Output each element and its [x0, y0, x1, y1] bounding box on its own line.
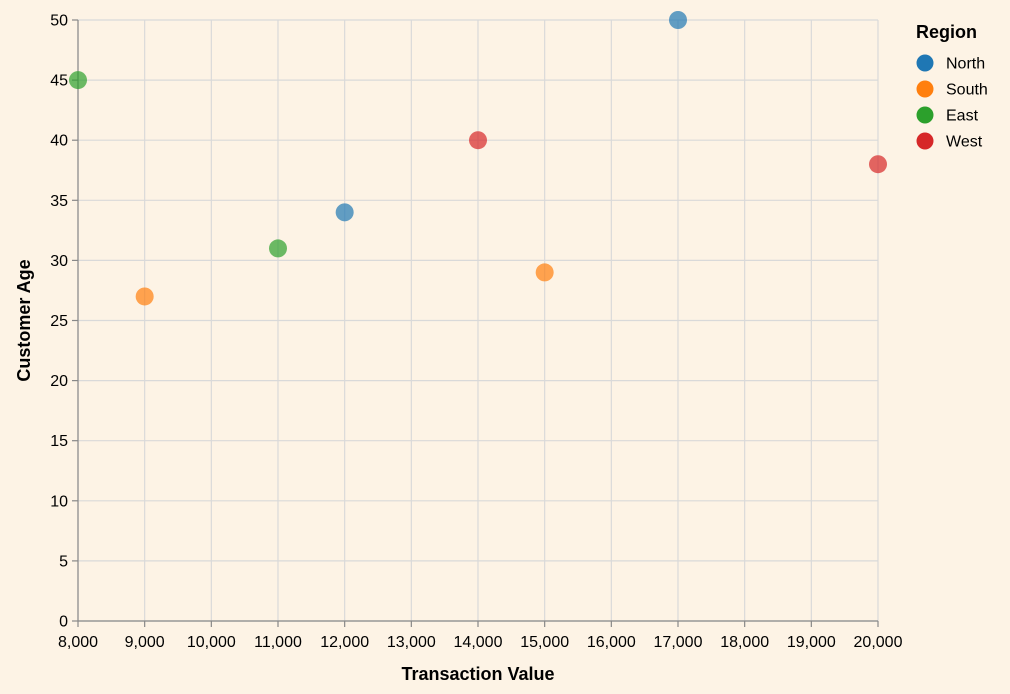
y-tick-label: 20 — [50, 373, 68, 390]
x-tick-label: 10,000 — [187, 634, 236, 651]
x-tick-label: 15,000 — [520, 634, 569, 651]
y-axis-title: Customer Age — [14, 259, 34, 381]
y-tick-label: 10 — [50, 493, 68, 510]
data-point-south — [135, 287, 154, 306]
data-point-east — [269, 239, 287, 258]
x-tick-label: 17,000 — [654, 634, 703, 651]
x-tick-label: 20,000 — [854, 634, 903, 651]
legend: Region North South East West — [916, 22, 988, 151]
x-tick-label: 11,000 — [254, 634, 302, 651]
data-point-north — [669, 11, 687, 29]
legend-label-north: North — [946, 56, 985, 73]
y-tick-label: 15 — [50, 433, 68, 450]
legend-swatch-south — [916, 80, 934, 98]
data-point-east — [69, 71, 87, 90]
y-tick-label: 50 — [50, 13, 68, 30]
data-point-west — [469, 131, 487, 150]
data-points — [69, 11, 887, 306]
y-tick-label: 35 — [50, 193, 68, 210]
x-tick-label: 14,000 — [454, 634, 503, 651]
x-tick-label: 19,000 — [787, 634, 836, 651]
y-tick-label: 40 — [50, 133, 68, 150]
x-tick-label: 8,000 — [58, 634, 98, 651]
y-tick-label: 45 — [50, 73, 68, 90]
data-point-north — [335, 203, 354, 222]
y-tick-label: 0 — [59, 614, 68, 631]
x-tick-label: 16,000 — [587, 634, 636, 651]
legend-swatch-west — [916, 132, 934, 150]
y-tick-label: 30 — [50, 253, 68, 270]
legend-label-south: South — [946, 82, 988, 99]
grid — [77, 19, 879, 622]
axes: 8,000 9,000 10,000 11,000 12,000 13,000 14,000… — [50, 13, 902, 652]
data-point-west — [869, 155, 887, 174]
x-tick-label: 13,000 — [387, 634, 436, 651]
data-point-south — [535, 263, 554, 282]
y-tick-label: 5 — [59, 553, 68, 570]
legend-title: Region — [916, 22, 977, 42]
legend-swatch-east — [916, 106, 934, 124]
y-tick-label: 25 — [50, 313, 68, 330]
legend-label-east: East — [946, 108, 979, 125]
x-tick-label: 18,000 — [720, 634, 769, 651]
x-tick-label: 12,000 — [320, 634, 369, 651]
x-axis-title: Transaction Value — [401, 664, 554, 684]
legend-swatch-north — [916, 54, 934, 72]
x-tick-label: 9,000 — [125, 634, 165, 651]
legend-label-west: West — [946, 134, 983, 151]
